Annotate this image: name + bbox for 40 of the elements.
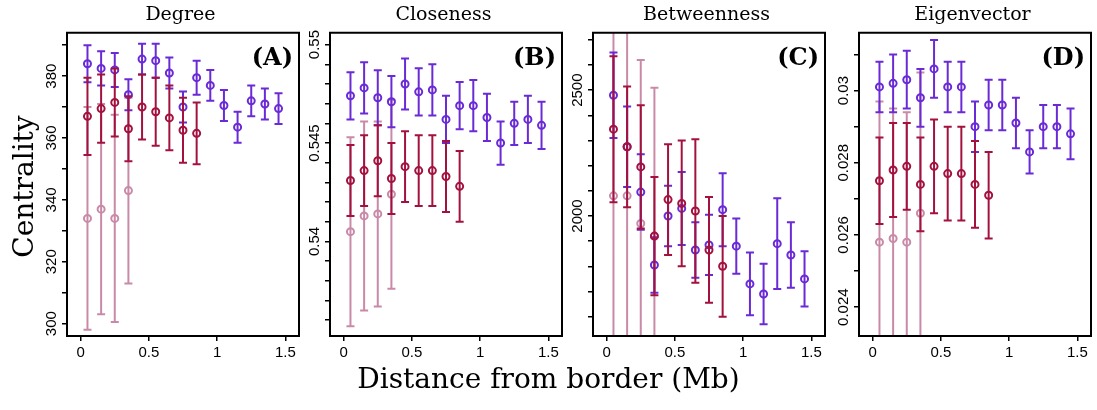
y-tick-label: 0.026 [833, 216, 851, 254]
x-tick-label: 1 [738, 343, 748, 361]
x-tick-label: 1.5 [1066, 343, 1088, 361]
x-tick-label: 0.5 [930, 343, 952, 361]
x-tick-label: 0.5 [401, 343, 423, 361]
y-tick-label: 340 [41, 187, 59, 213]
annotation: (B) [513, 42, 556, 72]
x-tick-label: 1.5 [274, 343, 296, 361]
y-tick-label: 0.545 [304, 124, 322, 162]
y-axis-title: Centrality [6, 114, 40, 260]
y-tick-label: 360 [41, 125, 59, 151]
y-tick-label: 0.024 [833, 288, 851, 326]
x-tick-label: 0 [339, 343, 348, 361]
y-tick-label: 380 [41, 63, 59, 89]
y-tick-label: 0.03 [833, 75, 851, 106]
y-tick-label: 320 [41, 249, 59, 275]
annotation: (C) [777, 42, 819, 72]
y-tick-label: 0.55 [304, 30, 322, 60]
y-tick-label: 2000 [567, 199, 585, 233]
x-tick-label: 1 [475, 343, 485, 361]
y-tick-label: 0.028 [833, 143, 851, 182]
x-tick-label: 1.5 [537, 343, 559, 361]
x-tick-label: 0.5 [664, 343, 686, 361]
x-tick-label: 1 [212, 343, 222, 361]
x-axis-title: Distance from border (Mb) [356, 362, 741, 395]
chart-title: Degree [145, 2, 216, 25]
x-tick-label: 0 [868, 343, 877, 361]
x-tick-label: 1.5 [800, 343, 822, 361]
y-tick-label: 300 [41, 311, 59, 337]
annotation: (D) [1041, 42, 1085, 72]
chart-title: Eigenvector [914, 2, 1032, 25]
y-tick-label: 2500 [567, 73, 585, 107]
annotation: (A) [251, 42, 293, 72]
y-tick-label: 0.54 [304, 226, 322, 257]
x-tick-label: 0.5 [138, 343, 160, 361]
chart-title: Betweenness [643, 2, 770, 25]
x-tick-label: 0 [76, 343, 85, 361]
x-tick-label: 1 [1004, 343, 1014, 361]
x-tick-label: 0 [602, 343, 611, 361]
chart-title: Closeness [395, 2, 492, 25]
